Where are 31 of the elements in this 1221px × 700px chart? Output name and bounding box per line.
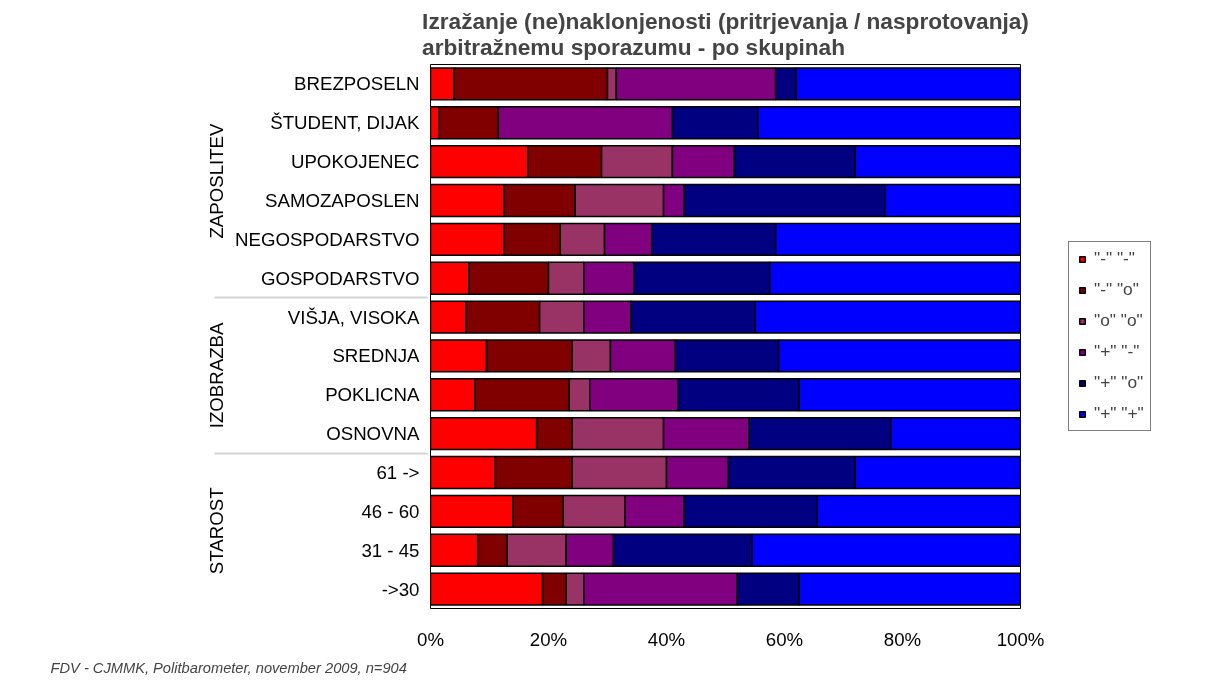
- y-tick-label: UPOKOJENEC: [290, 151, 420, 173]
- y-tick-label: ->30: [381, 578, 420, 600]
- y-tick-label: VIŠJA, VISOKA: [287, 306, 421, 328]
- y-tick-label: 31 - 45: [361, 539, 420, 561]
- y-tick-label: SREDNJA: [332, 345, 421, 367]
- text: STAROST: [205, 487, 227, 575]
- x-tick-label: 100%: [996, 628, 1045, 650]
- x-tick-label: 60%: [765, 628, 804, 650]
- text: IZOBRAZBA: [205, 321, 227, 429]
- y-tick-label: BREZPOSELN: [294, 73, 420, 95]
- y-tick-label: 46 - 60: [361, 500, 420, 522]
- y-tick-label: POKLICNA: [325, 384, 421, 406]
- y-tick-label: GOSPODARSTVO: [260, 267, 420, 289]
- legend-label: "+" "-": [1094, 341, 1140, 362]
- chart-title: Izražanje (ne)naklonjenosti (pritrjevanja / nasprotovanja) arbitražnemu sporazumu - po skupinah: [422, 7, 1029, 60]
- x-tick-label: 80%: [883, 628, 922, 650]
- text: FDV - CJMMK, Politbarometer, november 2009, n=904: [50, 659, 407, 676]
- y-tick-label: NEGOSPODARSTVO: [234, 228, 420, 250]
- x-tick-label: 20%: [529, 628, 568, 650]
- legend-label: "-" "-": [1094, 248, 1135, 269]
- y-tick-label: SAMOZAPOSLEN: [265, 190, 420, 211]
- legend-label: "+" "o": [1094, 372, 1144, 393]
- y-tick-label: OSNOVNA: [326, 423, 421, 445]
- x-tick-label: 40%: [647, 628, 686, 650]
- y-tick-label: ŠTUDENT, DIJAK: [270, 112, 421, 134]
- legend-label: "o" "o": [1094, 310, 1143, 331]
- legend-label: "+" "+": [1094, 403, 1144, 424]
- y-tick-label: 61 ->: [376, 462, 420, 483]
- x-tick-label: 0%: [417, 628, 444, 650]
- legend-label: "-" "o": [1094, 279, 1139, 300]
- text: ZAPOSLITEV: [205, 122, 227, 239]
